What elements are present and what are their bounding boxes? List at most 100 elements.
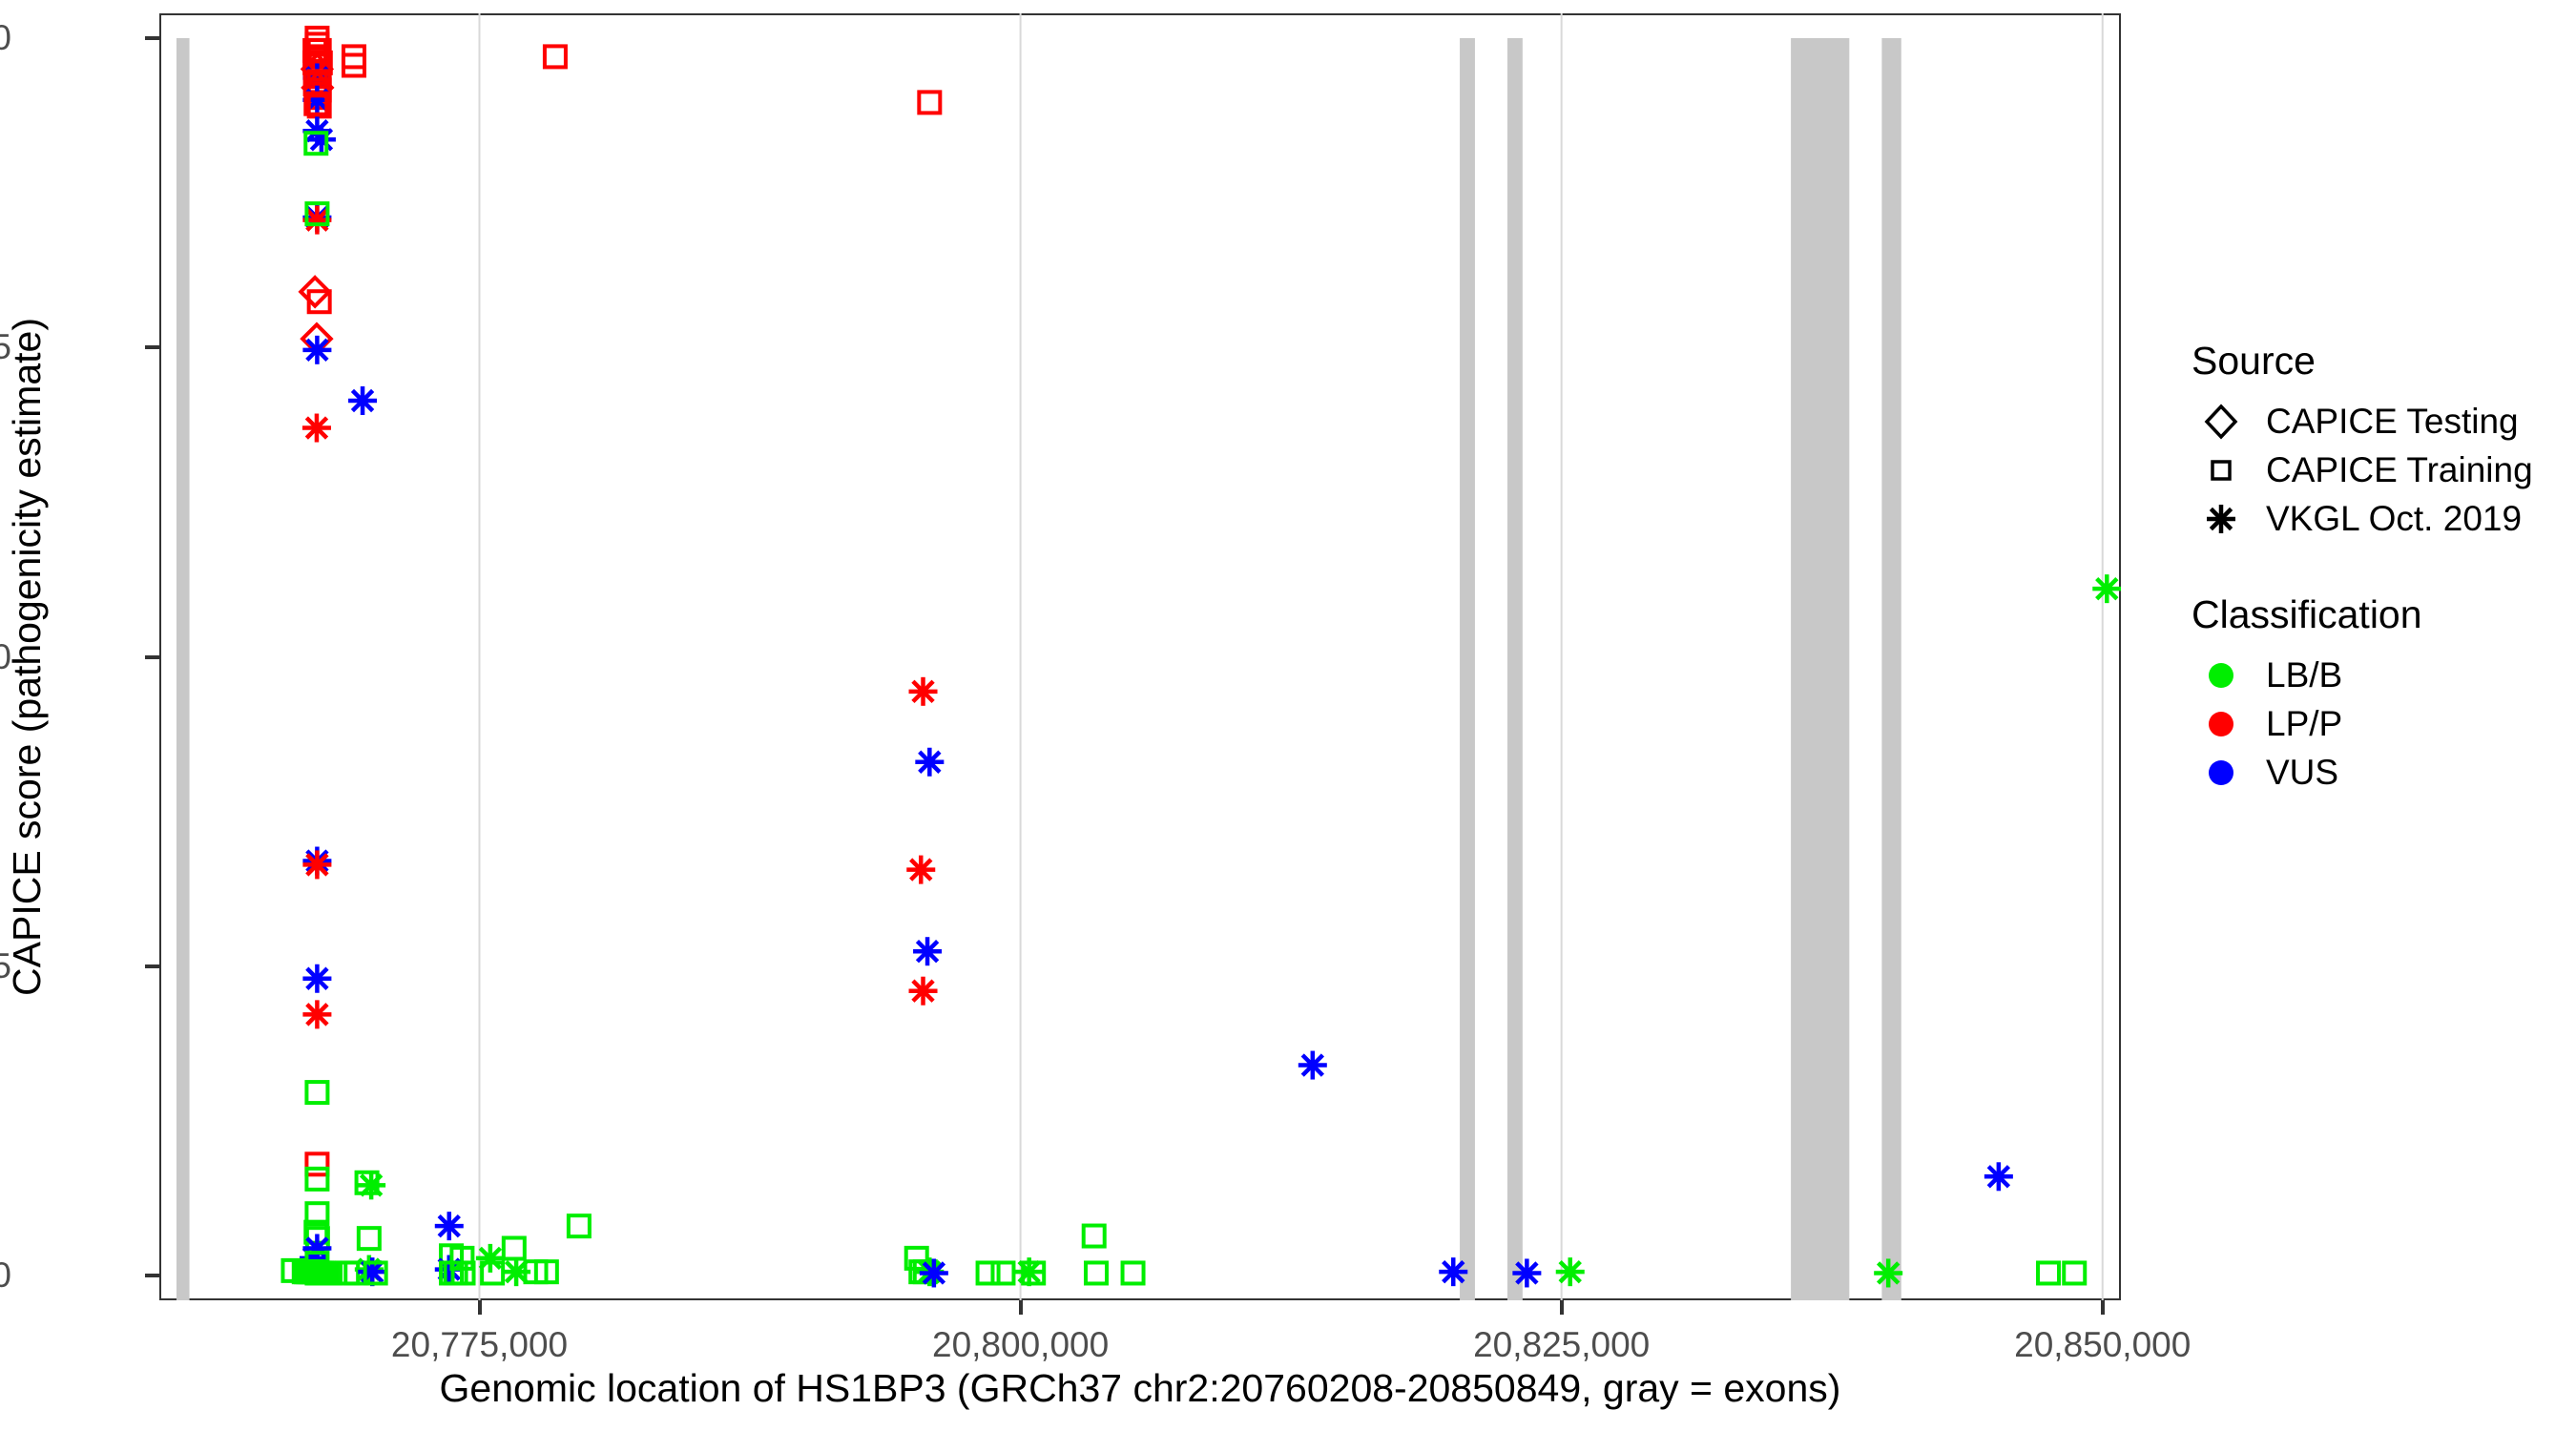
data-point (306, 93, 332, 119)
legend-color-dot (2209, 759, 2233, 785)
square-marker (304, 201, 330, 227)
legend-title-source: Source (2192, 339, 2316, 383)
square-marker (318, 1260, 343, 1286)
data-point (2062, 1260, 2088, 1286)
data-point (1298, 1050, 1327, 1080)
square-marker (542, 44, 568, 70)
data-point (1439, 1257, 1468, 1287)
asterisk-glyph (2207, 504, 2235, 533)
data-point (302, 964, 332, 993)
square-marker (306, 289, 332, 315)
square-marker (303, 91, 329, 116)
legend-item-classification[interactable]: LP/P (2192, 699, 2573, 748)
square-marker (304, 1151, 330, 1177)
square-marker (533, 1259, 559, 1285)
legend-label: LP/P (2266, 703, 2343, 743)
square-marker (363, 1260, 388, 1286)
data-point (913, 937, 943, 966)
square-marker (1120, 1260, 1146, 1286)
data-point (1021, 1260, 1047, 1286)
legend-key (2192, 651, 2251, 699)
data-point (1984, 1162, 2013, 1192)
data-point (1081, 1223, 1107, 1249)
legend-item-source[interactable]: VKGL Oct. 2019 (2192, 494, 2573, 543)
legend-key (2192, 446, 2251, 494)
legend-label: LB/B (2266, 654, 2343, 695)
square-marker (566, 1213, 592, 1239)
data-point (341, 52, 366, 78)
data-point (2036, 1260, 2062, 1286)
square-outline-icon (2211, 459, 2232, 481)
square-marker (2036, 1260, 2062, 1286)
legend-key (2192, 748, 2251, 797)
asterisk-stroke (1442, 1259, 1465, 1284)
data-point (919, 1258, 948, 1288)
legend-item-classification[interactable]: VUS (2192, 748, 2573, 797)
legend-key (2192, 494, 2251, 543)
asterisk-stroke (305, 338, 329, 363)
asterisk-stroke (922, 1261, 946, 1285)
data-point (304, 1166, 330, 1192)
asterisk-stroke (437, 1213, 461, 1238)
square-marker (354, 1170, 380, 1195)
data-point (318, 1260, 343, 1286)
data-point (533, 1259, 559, 1285)
asterisk-stroke (1300, 1053, 1325, 1077)
legend: Source CAPICE Testing CAPICE Training VKGL… (2192, 339, 2573, 846)
x-axis-title: Genomic location of HS1BP3 (GRCh37 chr2:… (439, 1366, 1841, 1410)
data-point (356, 1226, 382, 1252)
data-point (363, 1260, 388, 1286)
asterisk-stroke (1876, 1261, 1901, 1285)
square-marker (917, 90, 943, 115)
square-marker (1081, 1223, 1107, 1249)
asterisk-stroke (305, 853, 329, 877)
x-axis-tick-label: 20,825,000 (1473, 1325, 1651, 1364)
asterisk-icon (2207, 504, 2235, 533)
legend-key (2192, 397, 2251, 446)
y-axis-tick-label: 1.00 (0, 17, 11, 57)
data-point (304, 1151, 330, 1177)
data-point (990, 1260, 1016, 1286)
data-point (450, 1260, 476, 1286)
asterisk-stroke (1558, 1259, 1582, 1284)
data-point (2092, 574, 2121, 604)
data-point (1083, 1260, 1109, 1286)
x-axis-tick-mark (2100, 1300, 2105, 1315)
square-marker (304, 1166, 330, 1192)
data-points-layer (280, 25, 2121, 1288)
y-axis-tick-label: 0.50 (0, 636, 11, 676)
asterisk-stroke (915, 940, 940, 964)
exon-band (176, 37, 190, 1300)
asterisk-stroke (350, 388, 375, 413)
y-axis-tick-label: 0.75 (0, 327, 11, 367)
data-point (306, 125, 336, 155)
exon-band (1881, 37, 1901, 1300)
legend-label: VKGL Oct. 2019 (2266, 498, 2523, 538)
asterisk-stroke (304, 416, 329, 440)
data-point (908, 676, 938, 706)
data-point (501, 1235, 527, 1261)
square-glyph (2211, 459, 2232, 481)
data-point (302, 1000, 332, 1029)
asterisk-stroke (359, 1173, 384, 1197)
y-axis-tick-mark (145, 1274, 159, 1278)
data-point (915, 747, 945, 777)
asterisk-stroke (1515, 1261, 1539, 1285)
data-point (1874, 1258, 1903, 1288)
legend-item-source[interactable]: CAPICE Testing (2192, 397, 2573, 446)
square-marker (975, 1260, 1001, 1286)
exon-band (1506, 37, 1523, 1300)
asterisk-stroke (305, 966, 329, 990)
legend-item-classification[interactable]: LB/B (2192, 651, 2573, 699)
x-axis-tick-label: 20,775,000 (390, 1325, 569, 1364)
exon-band (1460, 37, 1475, 1300)
data-point (357, 1171, 386, 1200)
square-marker (1021, 1260, 1047, 1286)
y-axis-tick-label: 0.00 (0, 1255, 11, 1296)
asterisk-stroke (918, 750, 942, 774)
data-point (542, 44, 568, 70)
legend-item-source[interactable]: CAPICE Training (2192, 446, 2573, 494)
plot-panel (159, 13, 2121, 1300)
square-marker (2062, 1260, 2088, 1286)
